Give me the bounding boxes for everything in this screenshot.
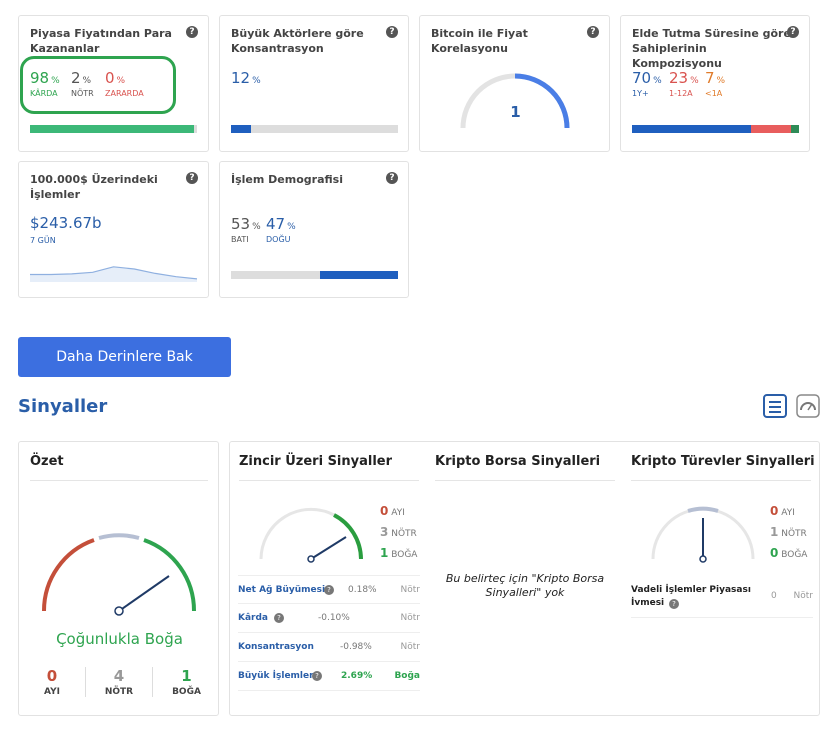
card-title: Bitcoin ile Fiyat Korelasyonu <box>431 27 528 55</box>
help-icon: ? <box>312 671 322 681</box>
demographics-bar <box>231 271 398 279</box>
card-tx-demographics: İşlem Demografisi ? 53% BATI 47% DOĞU <box>219 161 409 298</box>
card-title: Piyasa Fiyatından Para Kazananlar <box>30 27 172 55</box>
signals-heading: Sinyaller <box>18 396 108 417</box>
derivatives-signal-row[interactable]: Vadeli İşlemler Piyasası İvmesi ? 0 Nötr <box>631 580 813 618</box>
help-icon[interactable]: ? <box>787 26 799 38</box>
card-title: Elde Tutma Süresine göre Sahiplerinin Ko… <box>632 27 791 70</box>
signal-row[interactable]: Konsantrasyon -0.98% Nötr <box>238 633 420 662</box>
profit-bar <box>30 125 197 133</box>
card-title: Büyük Aktörlere göre Konsantrasyon <box>231 27 364 55</box>
derivatives-counts: 0 AYI 1 NÖTR 0 BOĞA <box>770 504 808 560</box>
help-icon: ? <box>669 599 679 609</box>
dig-deeper-button[interactable]: Daha Derinlere Bak <box>18 337 231 377</box>
divider <box>631 480 811 481</box>
period-label: 7 GÜN <box>30 236 56 245</box>
card-profit-loss: Piyasa Fiyatından Para Kazananlar ? 98% K… <box>18 15 209 152</box>
list-view-icon[interactable] <box>763 394 787 418</box>
neutral-stat: 2% NÖTR <box>71 69 94 98</box>
help-icon[interactable]: ? <box>587 26 599 38</box>
help-icon[interactable]: ? <box>386 172 398 184</box>
card-holder-composition: Elde Tutma Süresine göre Sahiplerinin Ko… <box>620 15 810 152</box>
neutral-count: 4 NÖTR <box>86 667 153 697</box>
exchange-empty-message: Bu belirteç için "Kripto Borsa Sinyaller… <box>445 572 605 599</box>
divider <box>239 480 419 481</box>
help-icon: ? <box>274 613 284 623</box>
sparkline-line <box>30 266 197 280</box>
onchain-gauge <box>259 507 363 563</box>
summary-gauge <box>41 533 197 616</box>
large-tx-value: $243.67b <box>30 214 102 232</box>
card-title: 100.000$ Üzerindeki İşlemler <box>30 173 158 201</box>
concentration-bar <box>231 125 398 133</box>
help-icon: ? <box>324 585 334 595</box>
holders-1-12m-stat: 23% 1-12A <box>669 69 699 98</box>
in-loss-stat: 0% ZARARDA <box>105 69 144 98</box>
holders-lt1m-stat: 7% <1A <box>705 69 726 98</box>
signal-row[interactable]: Büyük İşlemler? 2.69% Boğa <box>238 662 420 691</box>
summary-card: Özet Çoğunlukla Boğa 0 AYI 4 NÖTR 1 BOĞA <box>18 441 219 716</box>
signals-container: Zincir Üzeri Sinyaller 0 AYI 3 NÖTR 1 BO… <box>229 441 820 716</box>
west-stat: 53% BATI <box>231 215 261 244</box>
onchain-title: Zincir Üzeri Sinyaller <box>239 454 393 469</box>
highlight-annotation <box>20 56 176 114</box>
card-concentration: Büyük Aktörlere göre Konsantrasyon ? 12% <box>219 15 409 152</box>
help-icon[interactable]: ? <box>386 26 398 38</box>
signal-row[interactable]: Kârda? -0.10% Nötr <box>238 604 420 633</box>
holders-1y-stat: 70% 1Y+ <box>632 69 662 98</box>
bear-count: 0 AYI <box>19 667 86 697</box>
concentration-stat: 12% <box>231 69 261 87</box>
correlation-value: 1 <box>510 103 521 121</box>
signal-row[interactable]: Net Ağ Büyümesi? 0.18% Nötr <box>238 575 420 604</box>
gauge-view-icon[interactable] <box>796 394 820 418</box>
exchange-title: Kripto Borsa Sinyalleri <box>435 454 601 469</box>
onchain-counts: 0 AYI 3 NÖTR 1 BOĞA <box>380 504 418 560</box>
sparkline-chart <box>30 266 197 282</box>
correlation-gauge <box>460 73 570 129</box>
help-icon[interactable]: ? <box>186 172 198 184</box>
divider <box>435 480 615 481</box>
east-stat: 47% DOĞU <box>266 215 296 244</box>
card-title: İşlem Demografisi <box>231 173 343 186</box>
summary-title: Özet <box>30 454 64 469</box>
composition-bar <box>632 125 799 133</box>
divider <box>30 480 208 481</box>
bull-count: 1 BOĞA <box>172 667 201 697</box>
sparkline-area <box>30 266 197 282</box>
derivatives-title: Kripto Türevler Sinyalleri <box>631 454 815 469</box>
in-profit-stat: 98% KÂRDA <box>30 69 60 98</box>
derivatives-gauge <box>651 506 755 563</box>
help-icon[interactable]: ? <box>186 26 198 38</box>
summary-verdict: Çoğunlukla Boğa <box>56 630 183 648</box>
card-btc-correlation: Bitcoin ile Fiyat Korelasyonu ? 1 <box>419 15 610 152</box>
card-large-transactions: 100.000$ Üzerindeki İşlemler ? $243.67b … <box>18 161 209 298</box>
